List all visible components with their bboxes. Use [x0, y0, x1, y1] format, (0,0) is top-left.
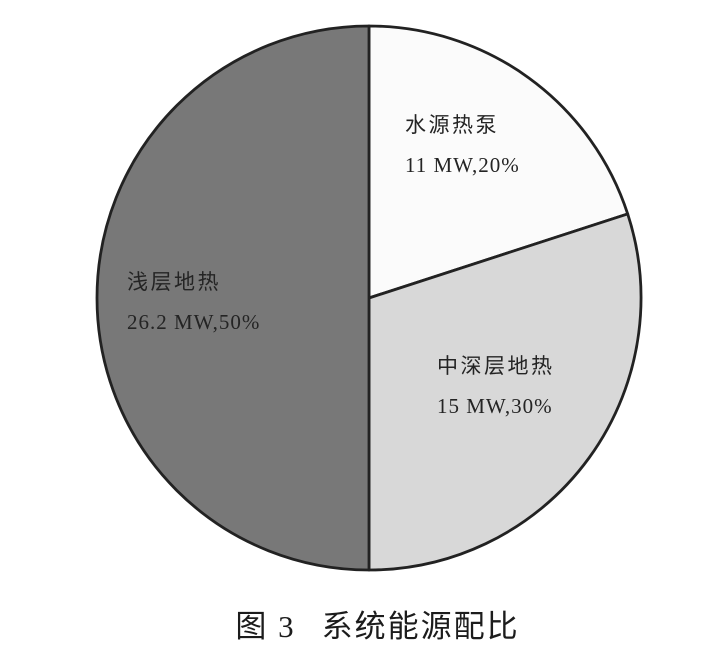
pie-slice-1	[367, 212, 643, 572]
slice-name: 中深层地热	[437, 354, 555, 378]
slice-name: 水源热泵	[405, 113, 499, 137]
pie-slice-0	[367, 24, 630, 300]
slice-label-shallow-geothermal: 浅层地热 26.2 MW,50%	[127, 271, 260, 333]
figure-title: 系统能源配比	[321, 609, 520, 644]
slice-label-water-source-heat-pump: 水源热泵 11 MW,20%	[405, 114, 520, 176]
slice-value: 11 MW,20%	[405, 153, 520, 177]
slice-value: 26.2 MW,50%	[127, 310, 261, 334]
pie-slice-2	[95, 24, 371, 572]
figure-number: 图 3	[235, 609, 296, 644]
slice-value: 15 MW,30%	[437, 394, 553, 418]
figure-caption: 图 3 系统能源配比	[22, 601, 711, 646]
slice-label-mid-deep-geothermal: 中深层地热 15 MW,30%	[437, 355, 555, 417]
slice-name: 浅层地热	[127, 270, 221, 294]
